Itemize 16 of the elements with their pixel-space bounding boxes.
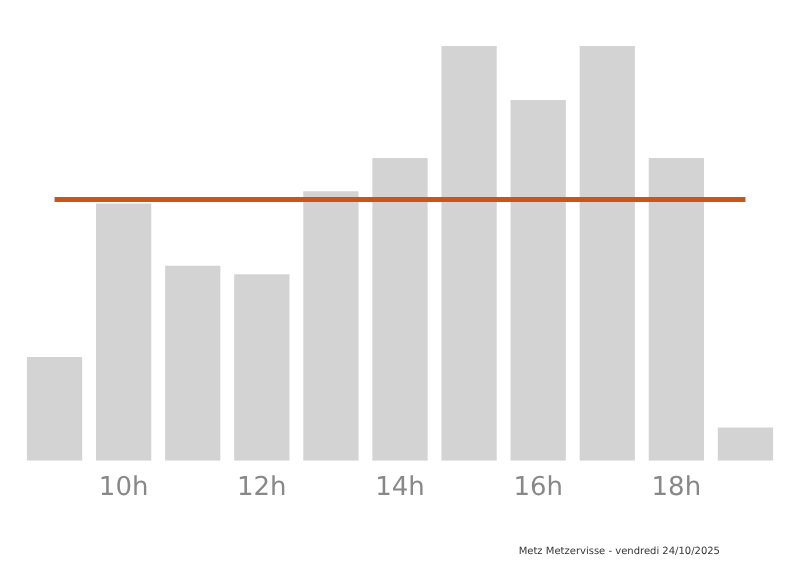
bar [372, 158, 428, 461]
bar [96, 203, 152, 461]
bar [648, 158, 704, 461]
x-tick-label: 16h [513, 473, 563, 504]
bar [579, 46, 635, 461]
bar [234, 274, 290, 461]
bar [165, 265, 221, 461]
x-tick-label: 14h [375, 473, 425, 504]
x-tick-label: 18h [651, 473, 702, 504]
bar [510, 99, 566, 461]
bar [441, 46, 497, 461]
bar [26, 357, 83, 461]
bar [303, 191, 359, 461]
x-tick-label: 10h [98, 473, 149, 504]
bar [717, 427, 774, 461]
x-tick-label: 12h [237, 473, 287, 504]
